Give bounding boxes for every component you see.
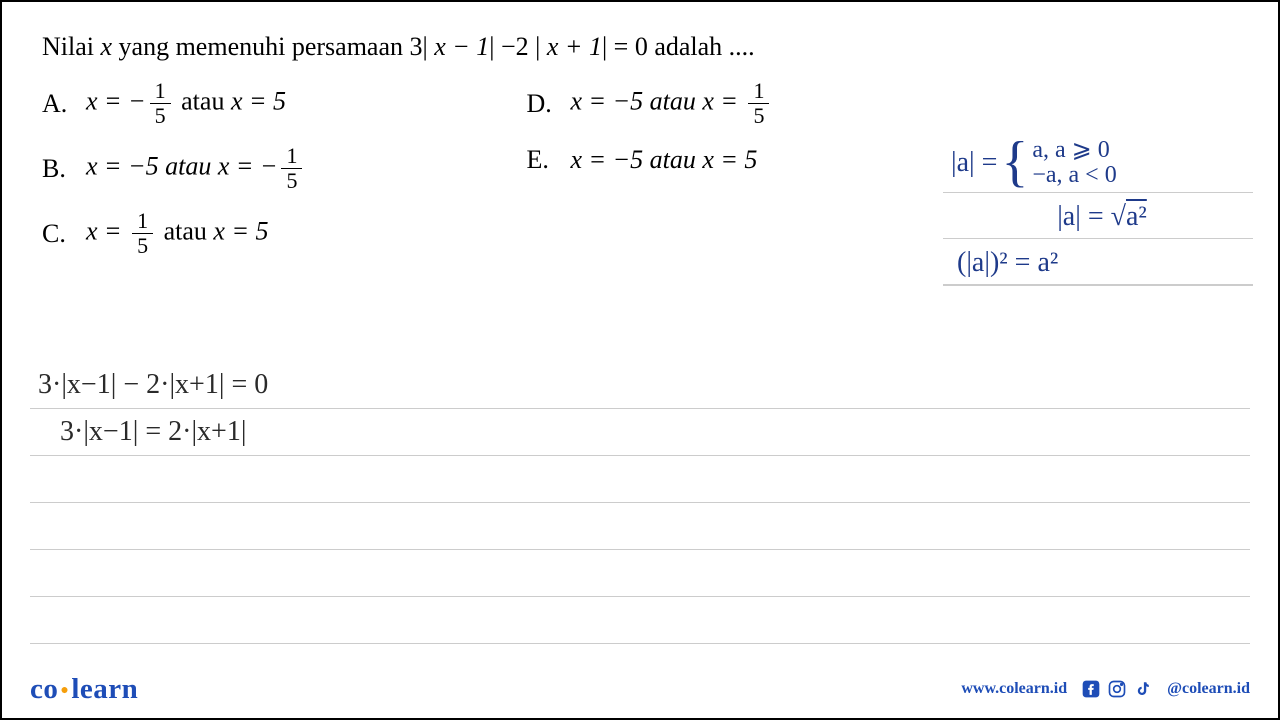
option-a: A. x = −15 atau x = 5 bbox=[42, 80, 306, 127]
option-b-pre: x = −5 atau x = − bbox=[86, 151, 277, 180]
logo-dot-icon: ● bbox=[58, 683, 71, 698]
question-mid2: | −2 | bbox=[489, 32, 547, 61]
facebook-icon[interactable] bbox=[1081, 679, 1101, 699]
option-b-fraction: 15 bbox=[281, 145, 302, 192]
option-a-mid: atau bbox=[175, 86, 231, 115]
option-c-fraction: 15 bbox=[132, 210, 153, 257]
work-line-blank bbox=[30, 550, 1250, 597]
work-line-2: 3·|x−1| = 2·|x+1| bbox=[30, 409, 1250, 456]
option-d-pre: x = −5 atau x = bbox=[570, 86, 744, 115]
hw-abs-squared: (|a|)² = a² bbox=[943, 239, 1253, 285]
option-d-fraction: 15 bbox=[748, 80, 769, 127]
social-icons bbox=[1081, 679, 1153, 699]
question-prefix: Nilai bbox=[42, 32, 101, 61]
curly-brace-icon: { bbox=[1001, 143, 1028, 182]
option-c-label: C. bbox=[42, 219, 70, 249]
option-e: E. x = −5 atau x = 5 bbox=[526, 145, 773, 175]
option-a-post: x = 5 bbox=[231, 86, 286, 115]
work-line-blank bbox=[30, 503, 1250, 550]
social-handle[interactable]: @colearn.id bbox=[1167, 680, 1250, 698]
option-b: B. x = −5 atau x = −15 bbox=[42, 145, 306, 192]
option-e-text: x = −5 atau x = 5 bbox=[570, 145, 757, 175]
question-expr2: x + 1 bbox=[547, 32, 602, 61]
options-column-left: A. x = −15 atau x = 5 B. x = −5 atau x =… bbox=[42, 80, 306, 257]
question-var: x bbox=[101, 32, 113, 61]
option-c-post: x = 5 bbox=[213, 216, 268, 245]
option-c-pre: x = bbox=[86, 216, 128, 245]
instagram-icon[interactable] bbox=[1107, 679, 1127, 699]
work-line-1: 3·|x−1| − 2·|x+1| = 0 bbox=[30, 362, 1250, 409]
option-a-fraction: 15 bbox=[150, 80, 171, 127]
hw-abs-sqrt: |a| = √a² bbox=[943, 193, 1253, 239]
options-column-right: D. x = −5 atau x = 15 E. x = −5 atau x =… bbox=[526, 80, 773, 257]
option-c-mid: atau bbox=[157, 216, 213, 245]
option-b-label: B. bbox=[42, 154, 70, 184]
question-middle: yang memenuhi persamaan 3| bbox=[112, 32, 434, 61]
work-area: 3·|x−1| − 2·|x+1| = 0 3·|x−1| = 2·|x+1| bbox=[2, 362, 1278, 644]
handwriting-notes-right: |a| = {a, a ⩾ 0−a, a < 0 |a| = √a² (|a|)… bbox=[943, 132, 1253, 286]
option-d-label: D. bbox=[526, 89, 554, 119]
option-c: C. x = 15 atau x = 5 bbox=[42, 210, 306, 257]
hw-abs-definition: |a| = {a, a ⩾ 0−a, a < 0 bbox=[943, 132, 1253, 192]
option-a-pre: x = − bbox=[86, 86, 146, 115]
footer-right: www.colearn.id @colearn.id bbox=[961, 679, 1250, 699]
question-expr1: x − 1 bbox=[434, 32, 489, 61]
option-d: D. x = −5 atau x = 15 bbox=[526, 80, 773, 127]
colearn-logo: co●learn bbox=[30, 673, 138, 706]
website-link[interactable]: www.colearn.id bbox=[961, 680, 1067, 698]
footer: co●learn www.colearn.id @colearn.id bbox=[2, 660, 1278, 718]
question-suffix: | = 0 adalah .... bbox=[602, 32, 755, 61]
work-line-blank bbox=[30, 456, 1250, 503]
option-e-label: E. bbox=[526, 145, 554, 175]
work-line-blank bbox=[30, 597, 1250, 644]
option-a-label: A. bbox=[42, 89, 70, 119]
question-text: Nilai x yang memenuhi persamaan 3| x − 1… bbox=[42, 32, 1238, 62]
tiktok-icon[interactable] bbox=[1133, 679, 1153, 699]
